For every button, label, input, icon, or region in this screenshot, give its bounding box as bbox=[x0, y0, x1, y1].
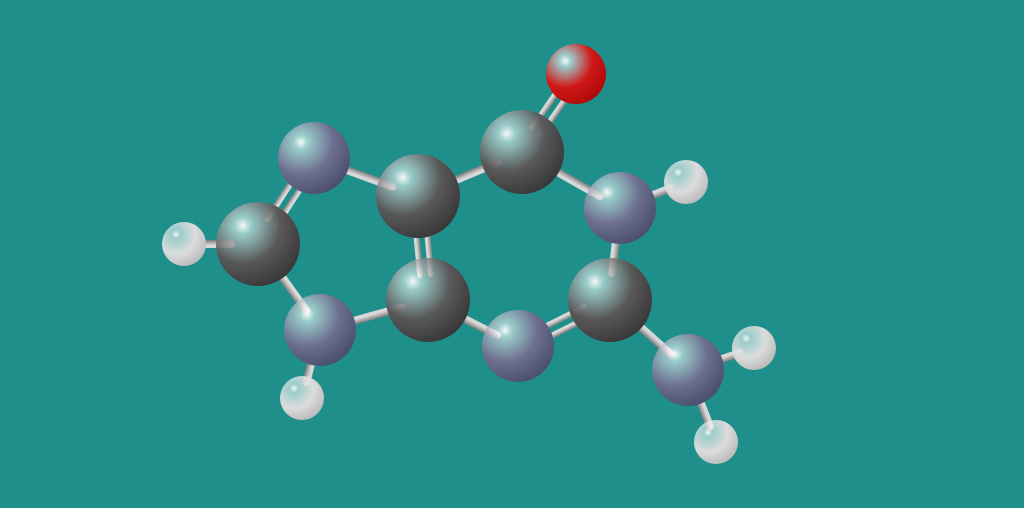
atom-carbon bbox=[216, 202, 300, 286]
atom-nitrogen bbox=[278, 122, 350, 194]
atom-hydrogen bbox=[162, 222, 206, 266]
atom-hydrogen bbox=[280, 376, 324, 420]
atom-carbon bbox=[480, 110, 564, 194]
atom-hydrogen bbox=[732, 326, 776, 370]
atom-carbon bbox=[376, 154, 460, 238]
atom-nitrogen bbox=[652, 334, 724, 406]
atom-carbon bbox=[568, 258, 652, 342]
atom-hydrogen bbox=[694, 420, 738, 464]
atom-oxygen bbox=[546, 44, 606, 104]
atom-nitrogen bbox=[584, 172, 656, 244]
molecule-viewport[interactable] bbox=[0, 0, 1024, 508]
atom-hydrogen bbox=[664, 160, 708, 204]
atom-nitrogen bbox=[482, 310, 554, 382]
atom-nitrogen bbox=[284, 294, 356, 366]
atom-carbon bbox=[386, 258, 470, 342]
